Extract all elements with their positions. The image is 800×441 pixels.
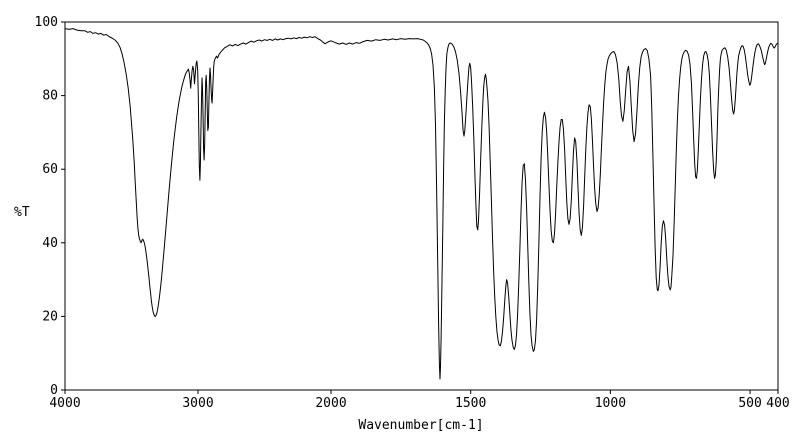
x-tick-label: 400 <box>766 396 789 411</box>
y-tick-label: 0 <box>50 383 58 398</box>
x-tick-label: 500 <box>738 396 761 411</box>
y-tick-label: 80 <box>42 89 58 104</box>
plot-background <box>65 22 778 390</box>
y-tick-label: 20 <box>42 309 58 324</box>
x-tick-label: 1500 <box>455 396 486 411</box>
spectrum-line <box>64 28 779 380</box>
x-tick-label: 2000 <box>315 396 346 411</box>
plot-frame <box>64 21 779 391</box>
y-axis-label: %T <box>14 205 30 220</box>
x-axis-label: Wavenumber[cm-1] <box>358 418 483 433</box>
y-tick-label: 100 <box>35 15 58 30</box>
y-tick-label: 60 <box>42 162 58 177</box>
x-tick-label: 3000 <box>182 396 213 411</box>
x-tick-label: 4000 <box>49 396 80 411</box>
x-tick-label: 1000 <box>595 396 626 411</box>
y-tick-label: 40 <box>42 236 58 251</box>
